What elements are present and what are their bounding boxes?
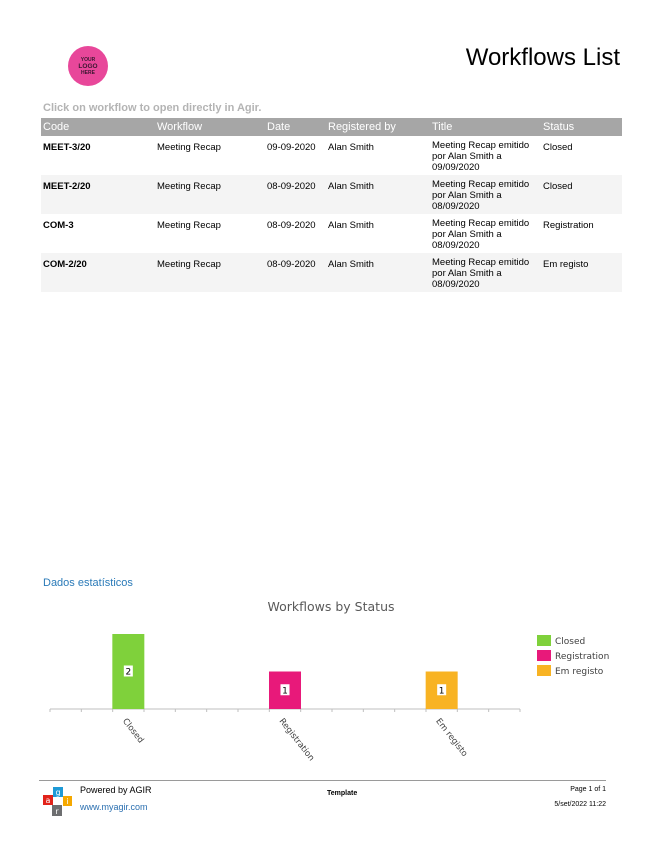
company-logo-placeholder: YOUR LOGO HERE [68,46,108,86]
legend-swatch [537,650,551,661]
data-label-box [123,665,133,677]
legend-entry: Registration [555,652,609,662]
cell-date: 08-09-2020 [267,220,316,231]
column-header-title: Title [430,118,541,136]
title-line: 08/09/2020 [432,240,480,251]
column-header-workflow: Workflow [155,118,265,136]
cell-title: Meeting Recap emitido por Alan Smith a 08/… [430,253,541,292]
instruction-text: Click on workflow to open directly in Ag… [43,102,262,114]
chart-legend: Closed Registration Em registo [537,635,609,677]
title-line: Meeting Recap emitido [432,218,530,229]
table-header-row: Code Workflow Date Registered by Title S… [41,118,622,136]
cell-workflow: Meeting Recap [157,220,221,231]
data-label: 1 [282,686,288,696]
cell-date: 08-09-2020 [265,175,326,214]
chart-title: Workflows by Status [267,599,394,614]
agir-letter-i: i [66,797,68,806]
category-label: Registration [277,717,316,764]
cell-status: Em registo [541,253,622,292]
agir-logo: g a i r [43,787,72,816]
title-line: por Alan Smith a [432,190,502,201]
cell-workflow: Meeting Recap [155,253,265,292]
statistics-section-title: Dados estatísticos [43,577,133,589]
workflows-by-status-chart: Workflows by Status 2 Closed 1 Registration… [49,599,609,764]
cell-registered-by: Alan Smith [328,142,374,153]
website-link[interactable]: www.myagir.com [80,802,148,812]
category-label: Closed [120,717,145,746]
legend-swatch [537,665,551,676]
table-row[interactable]: MEET-3/20 Meeting Recap 09-09-2020 Alan Smi… [41,136,622,175]
title-line: por Alan Smith a [432,268,502,279]
cell-registered-by: Alan Smith [328,220,374,231]
title-line: 08/09/2020 [432,201,480,212]
cell-code: COM-3 [43,220,74,231]
agir-letter-g: g [55,788,60,797]
page-title: Workflows List [465,44,620,71]
title-line: 08/09/2020 [432,279,480,290]
cell-workflow: Meeting Recap [155,175,265,214]
cell-registered-by: Alan Smith [326,175,430,214]
cell-code: COM-2/20 [41,253,155,292]
data-label-box [437,684,447,696]
data-label: 1 [439,686,445,696]
cell-date: 09-09-2020 [267,142,316,153]
logo-text-line3: HERE [81,69,95,76]
title-line: por Alan Smith a [432,151,502,162]
agir-letter-a: a [46,796,51,805]
agir-letter-r: r [55,807,59,816]
column-header-code: Code [41,118,155,136]
cell-title: Meeting Recap emitido por Alan Smith a 08/… [430,175,541,214]
cell-title: Meeting Recap emitido por Alan Smith a 08/… [430,214,541,253]
cell-date: 08-09-2020 [265,253,326,292]
legend-swatch [537,635,551,646]
logo-text-line1: YOUR [80,56,96,63]
title-line: Meeting Recap emitido [432,257,530,268]
workflows-table: Code Workflow Date Registered by Title S… [41,118,622,292]
page-number: Page 1 of 1 [570,786,606,793]
cell-status: Closed [543,142,573,153]
template-label: Template [327,790,358,797]
title-line: por Alan Smith a [432,229,502,240]
category-label: Em registo [433,717,469,759]
table-row[interactable]: COM-2/20 Meeting Recap 08-09-2020 Alan Smit… [41,253,622,292]
print-datetime: 5/set/2022 11:22 [554,801,606,808]
column-header-status: Status [541,118,622,136]
cell-status: Closed [541,175,622,214]
table-row[interactable]: MEET-2/20 Meeting Recap 08-09-2020 Alan Smi… [41,175,622,214]
data-label-box [280,684,290,696]
data-label: 2 [125,668,131,678]
cell-workflow: Meeting Recap [157,142,221,153]
cell-status: Registration [543,220,594,231]
title-line: Meeting Recap emitido [432,140,530,151]
cell-code: MEET-2/20 [41,175,155,214]
legend-entry: Em registo [555,667,604,677]
footer-divider [39,780,606,781]
table-row[interactable]: COM-3 Meeting Recap 08-09-2020 Alan Smith Me… [41,214,622,253]
title-line: Meeting Recap emitido [432,179,530,190]
column-header-date: Date [265,118,326,136]
cell-title: Meeting Recap emitido por Alan Smith a 09/… [430,136,541,175]
logo-text-line2: LOGO [78,62,98,70]
title-line: 09/09/2020 [432,162,480,173]
cell-code: MEET-3/20 [43,142,91,153]
column-header-registered-by: Registered by [326,118,430,136]
legend-entry: Closed [555,637,585,647]
cell-registered-by: Alan Smith [326,253,430,292]
powered-by-text: Powered by AGIR [80,785,152,795]
